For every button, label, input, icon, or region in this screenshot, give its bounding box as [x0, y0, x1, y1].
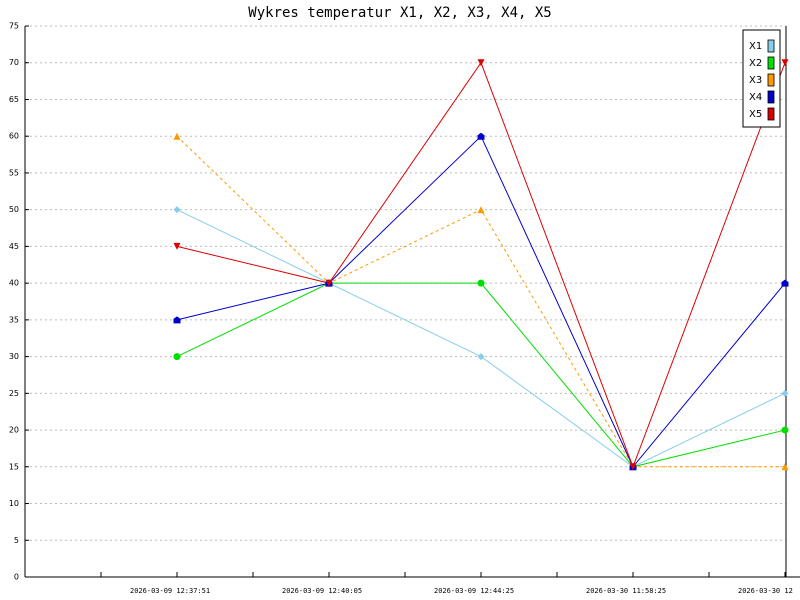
y-tick-label: 65: [9, 95, 19, 104]
point: [173, 132, 181, 140]
y-tick-label: 55: [9, 168, 19, 177]
y-tick-label: 50: [9, 205, 19, 214]
y-tick-label: 40: [9, 279, 19, 288]
y-tick-label: 20: [9, 426, 19, 435]
x-tick-label: 2026-03-30 12: [738, 587, 793, 595]
legend-swatch: [767, 107, 775, 121]
y-tick-label: 70: [9, 58, 19, 67]
y-tick-label: 25: [9, 389, 19, 398]
x-tick-label: 2026-03-30 11:58:25: [586, 587, 666, 595]
chart-title: Wykres temperatur X1, X2, X3, X4, X5: [248, 5, 551, 21]
x-tick-label: 2026-03-09 12:40:05: [282, 587, 362, 595]
y-tick-label: 75: [9, 22, 19, 31]
y-tick-label: 35: [9, 315, 19, 324]
point: [173, 316, 181, 324]
point: [477, 206, 485, 214]
point: [477, 132, 485, 140]
point: [781, 59, 789, 67]
point: [781, 463, 789, 471]
point: [173, 206, 181, 214]
y-tick-label: 5: [14, 536, 19, 545]
point: [173, 353, 181, 361]
legend-label: X4: [749, 92, 762, 103]
legend-swatch: [767, 90, 775, 104]
x-tick-label: 2026-03-09 12:44:25: [434, 587, 514, 595]
legend-label: X1: [749, 41, 762, 52]
point: [173, 242, 181, 250]
legend-swatch: [767, 56, 775, 70]
legend-label: X2: [749, 58, 762, 69]
y-tick-label: 60: [9, 132, 19, 141]
legend-swatch: [767, 73, 775, 87]
point: [325, 279, 333, 287]
y-tick-label: 15: [9, 462, 19, 471]
point: [477, 59, 485, 67]
legend-label: X3: [749, 75, 762, 86]
point: [781, 389, 789, 397]
series-line: [176, 209, 786, 468]
point: [477, 279, 485, 287]
legend-swatch: [767, 39, 775, 53]
series-line: [176, 135, 786, 468]
series-line: [176, 61, 786, 469]
y-tick-label: 0: [14, 573, 19, 582]
x-tick-label: 2026-03-09 12:37:51: [130, 587, 210, 595]
series-line: [176, 282, 786, 468]
point: [781, 426, 789, 434]
point: [477, 353, 485, 361]
series-line: [176, 135, 785, 468]
y-tick-label: 30: [9, 352, 19, 361]
legend-label: X5: [749, 109, 762, 120]
y-tick-label: 10: [9, 499, 19, 508]
point: [781, 279, 789, 287]
y-tick-label: 45: [9, 242, 19, 251]
point: [629, 463, 637, 471]
